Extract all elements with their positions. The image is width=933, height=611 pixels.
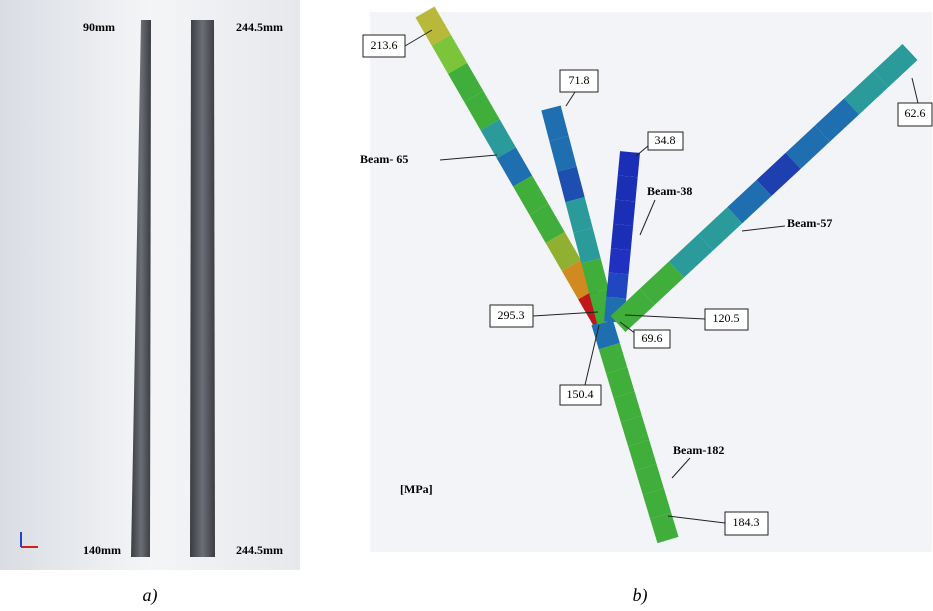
dimension-label: 140mm [83, 543, 121, 557]
stress-label: 71.8 [569, 73, 590, 87]
caption: b) [633, 585, 648, 606]
unit-label: [MPa] [400, 482, 433, 496]
figure: 90mm 244.5mm 140mm 244.5mm a) 213.6 71.8… [0, 0, 933, 611]
stress-label: 295.3 [498, 308, 525, 322]
stress-label: 120.5 [713, 311, 740, 325]
beam-segment [425, 12, 441, 40]
stress-label: 62.6 [905, 106, 926, 120]
beam-segment [631, 419, 638, 443]
panel-a: 90mm 244.5mm 140mm 244.5mm a) [0, 0, 300, 606]
beam-segment [617, 370, 624, 394]
beam-segment [490, 125, 506, 153]
dimension-label: 90mm [83, 20, 115, 34]
stress-label: 150.4 [567, 387, 594, 401]
beam-label: Beam-182 [673, 443, 724, 457]
beam-segment [567, 169, 575, 200]
beam-segment [559, 139, 567, 170]
beam-segment [646, 467, 653, 491]
beam-segment [591, 261, 599, 292]
beam-segment [583, 230, 591, 261]
beam-segment [602, 322, 609, 346]
beam-segment [458, 68, 474, 96]
beam-segment [523, 181, 539, 209]
beam-segment [628, 152, 630, 176]
beam-segment [474, 97, 490, 125]
beam-segment [619, 249, 621, 273]
beam-segment [621, 225, 623, 249]
beam-segment [575, 200, 583, 231]
straight-beam [190, 20, 215, 557]
stress-label: 69.6 [642, 331, 663, 345]
beam-segment [609, 346, 616, 370]
stress-label: 213.6 [371, 38, 398, 52]
caption: a) [143, 585, 158, 606]
stress-label: 184.3 [733, 515, 760, 529]
beam-segment [639, 443, 646, 467]
beam-label: Beam- 65 [360, 152, 408, 166]
stress-label: 34.8 [655, 133, 676, 147]
beam-segment [661, 516, 668, 540]
beam-segment [551, 108, 559, 139]
beam-segment [506, 153, 522, 181]
beam-segment [623, 201, 625, 225]
beam-segment [653, 492, 660, 516]
beam-segment [624, 395, 631, 419]
beam-segment [539, 209, 555, 237]
dimension-label: 244.5mm [236, 543, 283, 557]
beam-segment [616, 273, 618, 297]
panel-b: 213.6 71.8 34.8 62.6 295.3 120.5 69.6 15… [360, 12, 932, 606]
beam-label: Beam-57 [787, 216, 832, 230]
beam-segment [441, 40, 457, 68]
beam-segment [555, 237, 571, 265]
dimension-label: 244.5mm [236, 20, 283, 34]
beam-label: Beam-38 [647, 184, 692, 198]
beam-segment [625, 176, 627, 200]
